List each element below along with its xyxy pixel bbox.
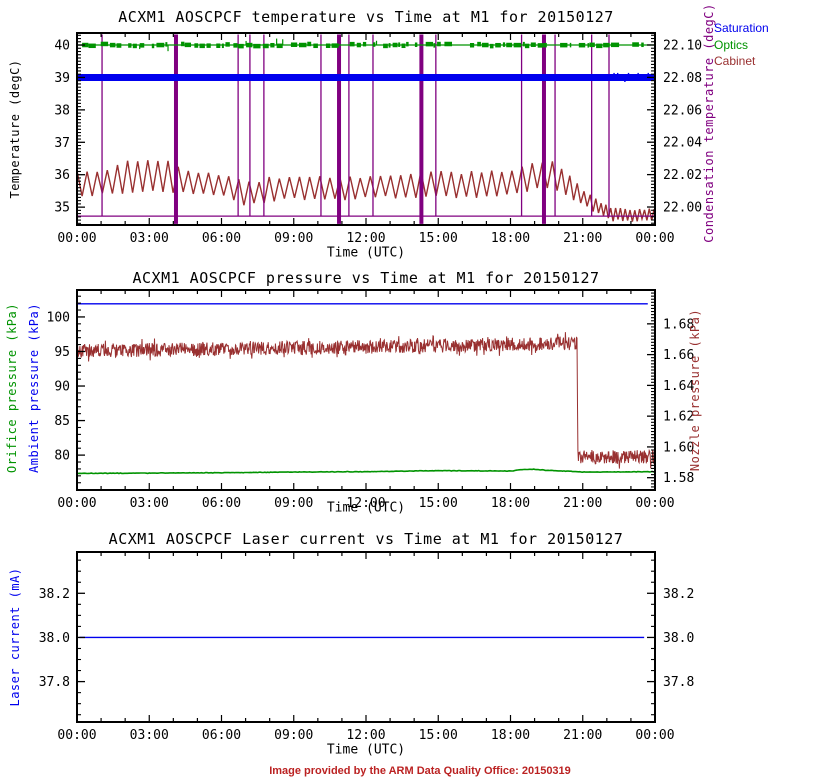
tick-label: 95 xyxy=(54,345,70,360)
chart3-left-axis-title: Laser current (mA) xyxy=(8,567,22,707)
tick-label: 1.62 xyxy=(663,410,694,425)
tick-label: 22.04 xyxy=(663,136,702,151)
legend-item-saturation: Saturation xyxy=(714,21,769,35)
tick-label: 00:00 xyxy=(57,728,96,743)
tick-label: 12:00 xyxy=(346,231,385,246)
chart1-title: ACXM1 AOSCPCF temperature vs Time at M1 … xyxy=(118,8,614,26)
tick-label: 18:00 xyxy=(491,496,530,511)
tick-label: 15:00 xyxy=(419,728,458,743)
tick-label: 38.0 xyxy=(39,631,70,646)
chart2-left-axis-title-ambient: Ambient pressure (kPa) xyxy=(27,303,41,473)
legend-item-optics: Optics xyxy=(714,37,749,52)
tick-label: 00:00 xyxy=(635,496,674,511)
tick-label: 1.64 xyxy=(663,379,694,394)
tick-label: 38.2 xyxy=(663,587,694,602)
series-nozzle xyxy=(76,332,656,469)
tick-label: 90 xyxy=(54,380,70,395)
series-cabinet xyxy=(76,160,655,222)
plot-frame xyxy=(76,289,656,491)
tick-label: 38.2 xyxy=(39,587,70,602)
series-orifice xyxy=(76,468,656,475)
tick-label: 37 xyxy=(54,136,70,151)
chart1-xaxis-label: Time (UTC) xyxy=(326,245,406,261)
tick-label: 38 xyxy=(54,103,70,118)
chart2-xaxis-label: Time (UTC) xyxy=(326,500,406,516)
tick-label: 18:00 xyxy=(491,728,530,743)
tick-label: 09:00 xyxy=(274,496,313,511)
tick-label: 37.8 xyxy=(39,675,70,690)
tick-label: 03:00 xyxy=(130,496,169,511)
tick-label: 00:00 xyxy=(57,231,96,246)
tick-label: 09:00 xyxy=(274,231,313,246)
tick-label: 03:00 xyxy=(130,728,169,743)
tick-label: 38.0 xyxy=(663,631,694,646)
legend-item-cabinet: Cabinet xyxy=(714,54,756,68)
tick-label: 21:00 xyxy=(563,496,602,511)
tick-label: 12:00 xyxy=(346,496,385,511)
tick-label: 06:00 xyxy=(202,231,241,246)
tick-label: 22.06 xyxy=(663,103,702,118)
tick-label: 1.66 xyxy=(663,348,694,363)
tick-label: 1.68 xyxy=(663,317,694,332)
tick-label: 22.00 xyxy=(663,201,702,216)
tick-label: 1.60 xyxy=(663,440,694,455)
tick-label: 21:00 xyxy=(563,231,602,246)
tick-label: 12:00 xyxy=(346,728,385,743)
footer-caption: Image provided by the ARM Data Quality O… xyxy=(269,765,571,777)
tick-label: 39 xyxy=(54,71,70,86)
tick-label: 22.02 xyxy=(663,168,702,183)
chart2-left-axis-title-orifice: Orifice pressure (kPa) xyxy=(5,303,19,473)
tick-label: 37.8 xyxy=(663,675,694,690)
tick-label: 1.58 xyxy=(663,471,694,486)
chart3-title: ACXM1 AOSCPCF Laser current vs Time at M… xyxy=(108,530,624,548)
tick-label: 22.10 xyxy=(663,38,702,53)
tick-label: 00:00 xyxy=(635,231,674,246)
chart1-left-axis-title: Temperature (degC) xyxy=(8,59,22,199)
tick-label: 36 xyxy=(54,168,70,183)
tick-label: 100 xyxy=(47,310,70,325)
tick-label: 22.08 xyxy=(663,71,702,86)
tick-label: 15:00 xyxy=(419,496,458,511)
tick-label: 03:00 xyxy=(130,231,169,246)
tick-label: 85 xyxy=(54,414,70,429)
tick-label: 35 xyxy=(54,201,70,216)
tick-label: 21:00 xyxy=(563,728,602,743)
tick-label: 09:00 xyxy=(274,728,313,743)
tick-label: 40 xyxy=(54,39,70,54)
chart2-title: ACXM1 AOSCPCF pressure vs Time at M1 for… xyxy=(132,269,600,287)
chart1-legend: Saturation Optics Cabinet xyxy=(714,20,769,70)
tick-label: 15:00 xyxy=(419,231,458,246)
tick-label: 06:00 xyxy=(202,496,241,511)
chart2-right-axis-title: Nozzle pressure (kPa) xyxy=(688,308,702,472)
chart3-xaxis-label: Time (UTC) xyxy=(326,742,406,758)
tick-label: 80 xyxy=(54,449,70,464)
tick-label: 18:00 xyxy=(491,231,530,246)
tick-label: 00:00 xyxy=(635,728,674,743)
tick-label: 06:00 xyxy=(202,728,241,743)
tick-label: 00:00 xyxy=(57,496,96,511)
